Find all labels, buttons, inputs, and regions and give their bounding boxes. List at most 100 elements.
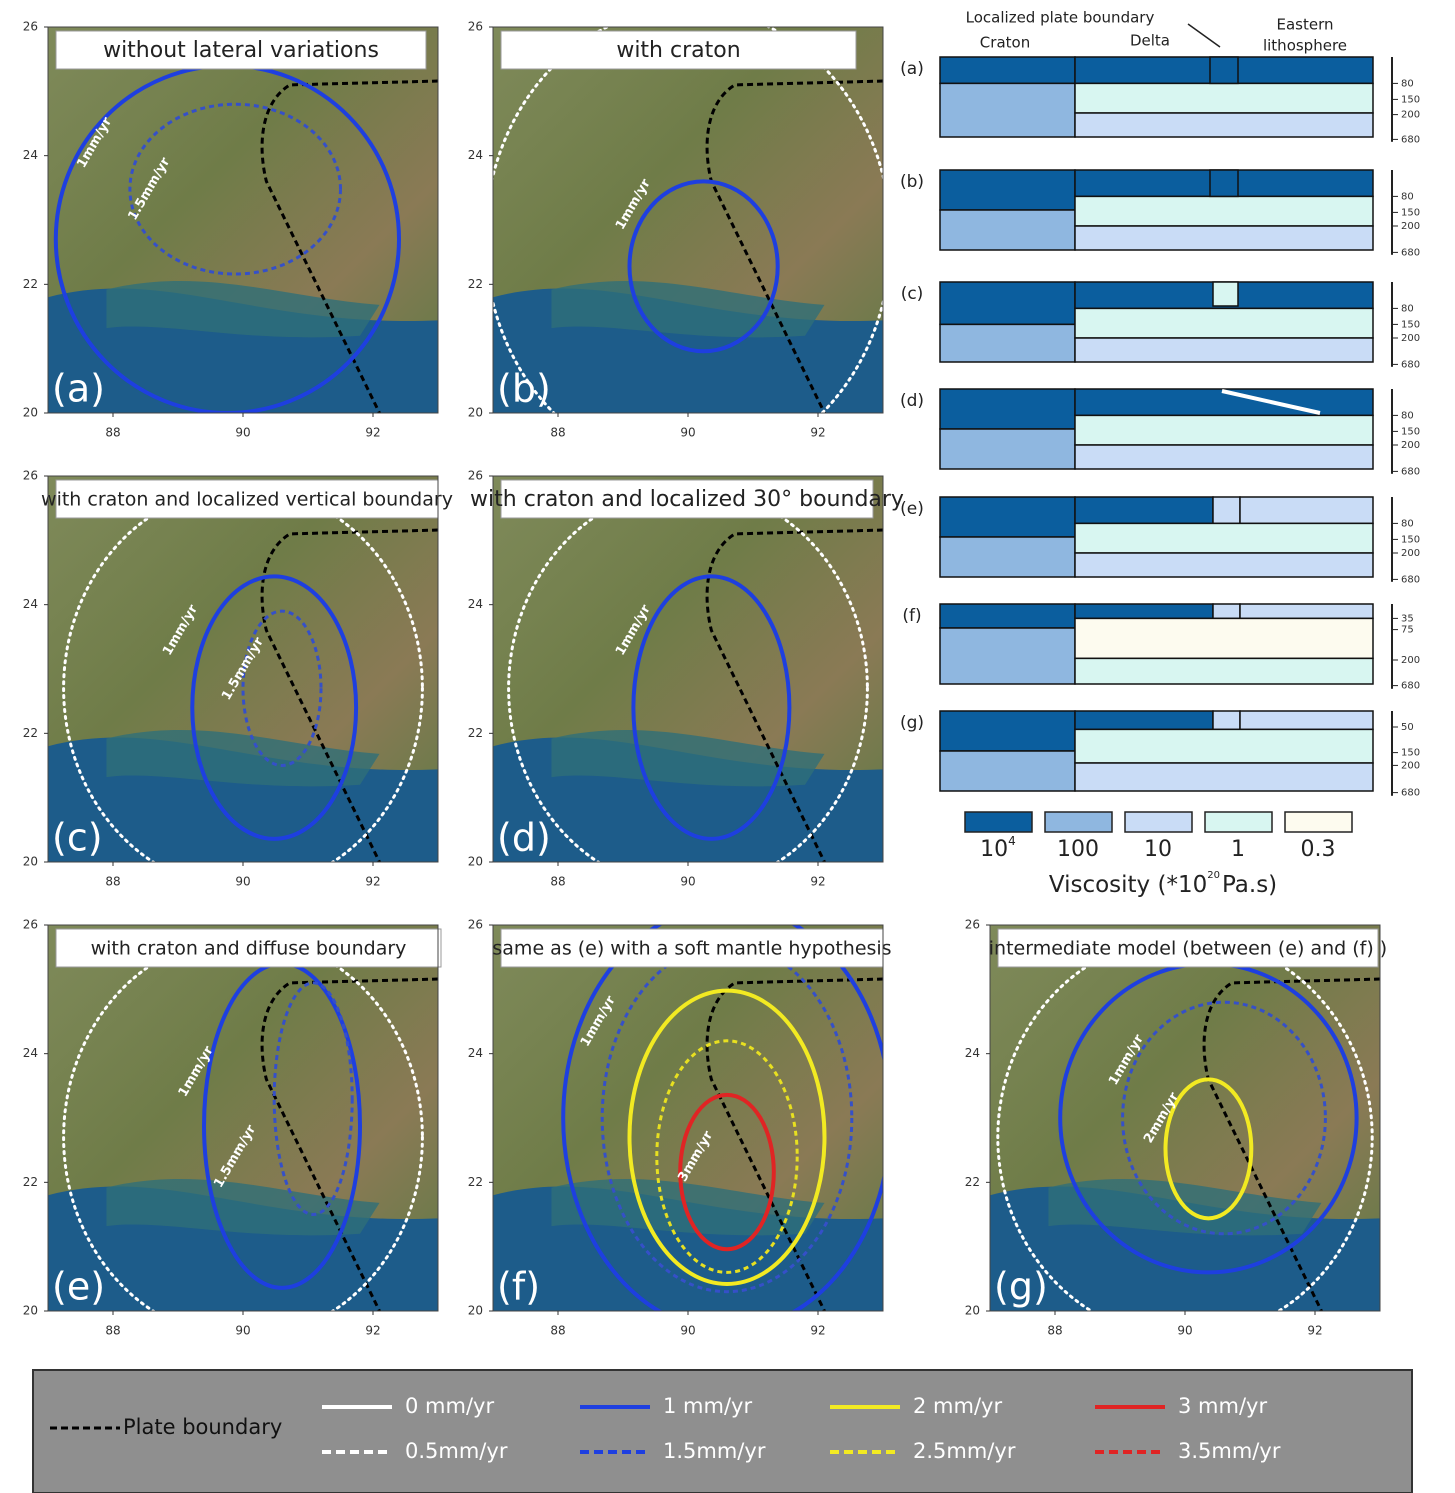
depth-label: 200 — [1401, 110, 1420, 121]
scale-label-text: 100 — [1057, 837, 1099, 862]
y-tick-label: 24 — [965, 1046, 980, 1060]
y-tick-label: 20 — [468, 406, 483, 420]
scale-label: 104 — [980, 834, 1016, 863]
scale-label: 10 — [1144, 837, 1172, 862]
y-tick-label: 26 — [468, 918, 483, 932]
y-tick-label: 26 — [965, 918, 980, 932]
panel-title-box — [500, 928, 884, 968]
depth-label: 80 — [1401, 518, 1414, 529]
y-tick-label: 22 — [965, 1175, 980, 1189]
panel-letter: (c) — [52, 816, 103, 860]
depth-label: 200 — [1401, 440, 1420, 451]
row-letter: (g) — [900, 713, 924, 733]
velocity-contour — [678, 1092, 776, 1252]
layer — [939, 496, 1076, 538]
layer — [1212, 603, 1241, 620]
layer — [1074, 522, 1374, 554]
y-tick-label: 20 — [23, 1304, 38, 1318]
layer — [1074, 112, 1374, 138]
y-tick-label: 20 — [965, 1304, 980, 1318]
depth-label: 680 — [1401, 788, 1420, 799]
velocity-contour — [631, 574, 792, 841]
panel-title-box — [55, 479, 439, 519]
legend-label: Plate boundary — [123, 1415, 282, 1439]
depth-label: 80 — [1401, 78, 1414, 89]
panel-title-box — [997, 928, 1379, 968]
velocity-contour — [561, 925, 883, 1311]
depth-label: 150 — [1401, 748, 1420, 759]
layer — [939, 323, 1076, 363]
x-tick-label: 88 — [105, 1324, 120, 1338]
depth-label: 200 — [1401, 760, 1420, 771]
scale-label: 1 — [1231, 837, 1245, 862]
panel-title: intermediate model (between (e) and (f) … — [989, 938, 1387, 960]
x-tick-label: 92 — [365, 426, 380, 440]
row-letter: (b) — [900, 172, 924, 192]
depth-label: 680 — [1401, 247, 1420, 258]
y-tick-label: 24 — [23, 148, 38, 162]
panel-title-box — [500, 479, 874, 519]
panel-title: with craton — [616, 38, 740, 63]
y-tick-label: 22 — [468, 726, 483, 740]
layer — [939, 281, 1076, 326]
velocity-contour — [1163, 1077, 1254, 1221]
layer — [1074, 496, 1214, 525]
row-letter: (e) — [900, 499, 924, 519]
scale-swatch — [1124, 811, 1193, 833]
panel-title-box — [55, 928, 442, 968]
depth-label: 35 — [1401, 613, 1414, 624]
header-label: Craton — [980, 34, 1030, 52]
x-tick-label: 92 — [365, 875, 380, 889]
panel-letter: (f) — [497, 1265, 540, 1309]
depth-label: 200 — [1401, 221, 1420, 232]
layer — [1212, 710, 1241, 731]
depth-label: 80 — [1401, 303, 1414, 314]
scale-swatch — [1044, 811, 1113, 833]
x-tick-label: 90 — [235, 426, 250, 440]
layer — [1239, 496, 1374, 525]
x-tick-label: 88 — [550, 875, 565, 889]
plate-boundary — [705, 977, 883, 1311]
depth-label: 150 — [1401, 426, 1420, 437]
scale-label-text: 10 — [980, 837, 1008, 862]
velocity-contour — [241, 609, 323, 767]
x-tick-label: 90 — [1177, 1324, 1192, 1338]
panel-title: same as (e) with a soft mantle hypothesi… — [492, 938, 891, 960]
x-tick-label: 90 — [235, 1324, 250, 1338]
depth-label: 200 — [1401, 548, 1420, 559]
velocity-contour — [190, 574, 359, 841]
velocity-contour — [627, 179, 780, 354]
row-letter: (d) — [900, 391, 924, 411]
x-tick-label: 90 — [680, 426, 695, 440]
scale-swatch — [1204, 811, 1273, 833]
layer — [1074, 710, 1214, 731]
depth-label: 150 — [1401, 207, 1420, 218]
layer — [1074, 617, 1374, 660]
y-tick-label: 24 — [23, 1046, 38, 1060]
depth-label: 680 — [1401, 466, 1420, 477]
y-tick-label: 20 — [468, 1304, 483, 1318]
scale-label-text: 0.3 — [1301, 837, 1336, 862]
layer — [1074, 762, 1374, 792]
layer — [1209, 169, 1239, 198]
dipping-boundary — [1221, 389, 1321, 415]
depth-label: 150 — [1401, 319, 1420, 330]
y-tick-label: 20 — [23, 406, 38, 420]
velocity-contour — [600, 942, 854, 1294]
depth-label: 150 — [1401, 94, 1420, 105]
panel-letter: (b) — [497, 367, 551, 411]
header-label: Localized plate boundary — [966, 9, 1155, 27]
y-tick-label: 22 — [468, 1175, 483, 1189]
depth-label: 680 — [1401, 359, 1420, 370]
map-panel: 1mm/yr1.5mm/yr — [48, 27, 438, 413]
layer — [1074, 444, 1374, 470]
depth-label: 80 — [1401, 410, 1414, 421]
x-tick-label: 88 — [105, 426, 120, 440]
scale-title: Viscosity (*1020Pa.s) — [1049, 870, 1277, 898]
header-label: lithosphere — [1263, 37, 1347, 55]
map-panel: 1mm/yr — [493, 476, 883, 862]
layer — [1074, 603, 1214, 620]
layer — [1212, 496, 1241, 525]
layer — [1239, 710, 1374, 731]
